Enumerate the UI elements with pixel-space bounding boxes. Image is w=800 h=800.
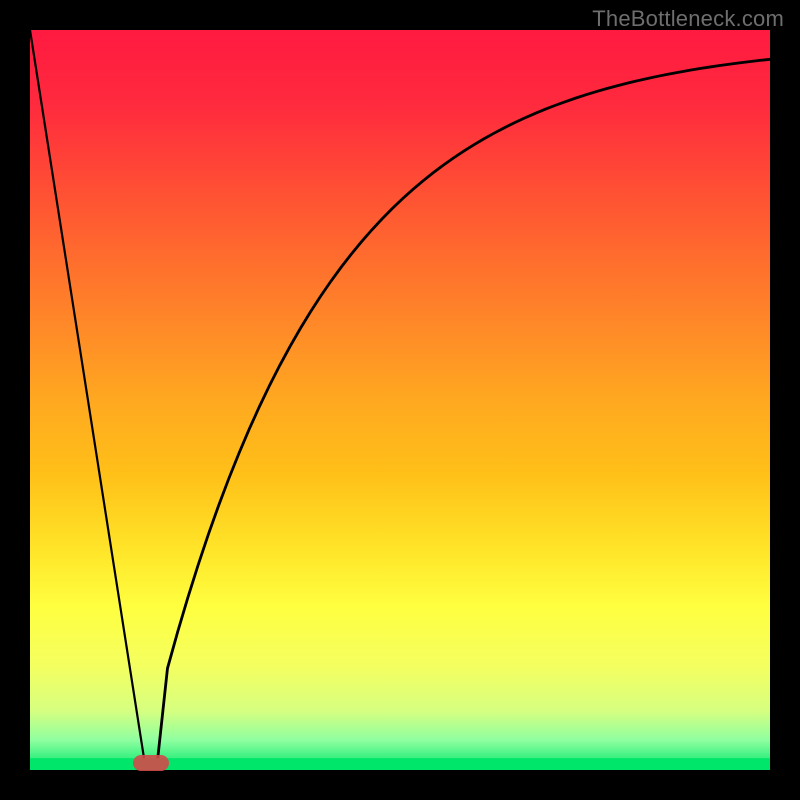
right-saturation-curve bbox=[157, 59, 770, 762]
left-v-line bbox=[30, 30, 145, 763]
curve-overlay bbox=[30, 30, 770, 770]
watermark-text: TheBottleneck.com bbox=[592, 6, 784, 32]
chart-container: TheBottleneck.com bbox=[0, 0, 800, 800]
optimum-marker bbox=[133, 755, 169, 771]
plot-area bbox=[30, 30, 770, 770]
